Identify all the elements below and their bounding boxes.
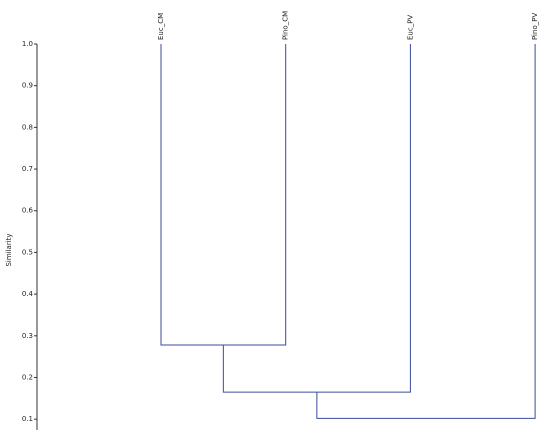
y-tick-label: 0.4 [22,290,34,298]
dendrogram-link [316,44,536,419]
leaf-label: Pino_PV [531,13,539,40]
y-axis-label: Similarity [5,233,13,266]
y-tick-label: 0.9 [22,82,33,90]
y-tick-label: 0.6 [22,207,34,215]
leaf-label: Euc_CM [157,13,165,40]
dendrogram-link [160,44,287,346]
dendrogram-link [222,44,411,393]
y-tick-label: 0.7 [22,165,33,173]
y-tick-label: 0.1 [22,415,33,423]
y-tick-label: 0.3 [22,332,33,340]
leaf-label: Euc_PV [406,15,414,40]
y-tick-label: 0.5 [22,248,33,256]
leaf-label: Pino_CM [282,11,290,40]
y-tick-label: 0.8 [22,123,33,131]
y-tick-label: 0.2 [22,373,33,381]
y-tick-label: 1.0 [22,40,33,48]
